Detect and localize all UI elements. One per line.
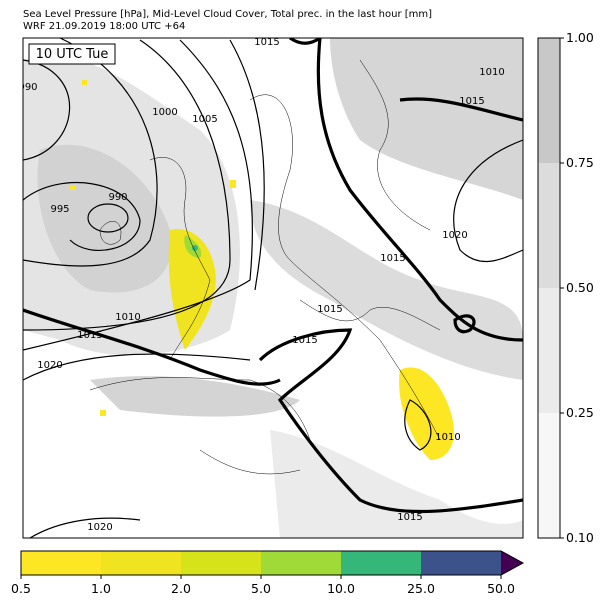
time-box xyxy=(28,43,116,65)
precip-level xyxy=(341,551,421,575)
contour-label: 1000 xyxy=(152,107,177,118)
contour-label: 1015 xyxy=(254,37,279,48)
contour-label: 1015 xyxy=(317,304,342,315)
contour-label: 1015 xyxy=(397,512,422,523)
contour-label: 1020 xyxy=(87,522,112,533)
contour-label: 1010 xyxy=(435,432,460,443)
contour-label: 990 xyxy=(18,82,37,93)
tick-label: 1.0 xyxy=(91,581,111,596)
contour-label: 1010 xyxy=(115,312,140,323)
contour-label: 1010 xyxy=(479,67,504,78)
colorbar-frame xyxy=(20,550,525,576)
precip-level xyxy=(421,551,501,575)
tick-label: 1.00 xyxy=(566,30,594,45)
tick-label: 0.10 xyxy=(566,530,594,545)
tick-label: 0.25 xyxy=(566,405,594,420)
contour-label: 1020 xyxy=(37,360,62,371)
contour-label: 1015 xyxy=(292,335,317,346)
map: 1015 1010 1015 990 1000 1005 990 995 1020 1015 101… xyxy=(18,37,523,538)
contour-label: 1015 xyxy=(380,253,405,264)
tick-label: 0.50 xyxy=(566,280,594,295)
cloud-level xyxy=(538,163,560,288)
contour-label: 995 xyxy=(50,204,69,215)
title-line: WRF 21.09.2019 18:00 UTC +64 xyxy=(23,21,185,32)
title-line: Sea Level Pressure [hPa], Mid-Level Clou… xyxy=(23,9,432,20)
tick-label: 5.0 xyxy=(251,581,271,596)
tick-label: 25.0 xyxy=(407,581,435,596)
contour-label: 990 xyxy=(108,192,127,203)
map-frame xyxy=(22,37,524,539)
precip-level xyxy=(101,551,181,575)
precip-level xyxy=(181,551,261,575)
tick-label: 50.0 xyxy=(487,581,515,596)
cloud-level xyxy=(538,413,560,538)
contour-label: 1015 xyxy=(77,330,102,341)
tick-label: 2.0 xyxy=(171,581,191,596)
cloud-level xyxy=(538,38,560,163)
contour-label: 1020 xyxy=(442,230,467,241)
tick-label: 0.75 xyxy=(566,155,594,170)
time-label: 10 UTC Tue xyxy=(36,47,109,62)
cloud-level xyxy=(538,288,560,413)
tick-label: 10.0 xyxy=(327,581,355,596)
contour-label: 1015 xyxy=(459,96,484,107)
tick-label: 0.5 xyxy=(11,581,31,596)
cloud-colorbar: 0.10 0.25 0.50 0.75 1.00 xyxy=(537,30,594,545)
extend-arrow xyxy=(501,551,523,575)
contour-label: 1005 xyxy=(192,114,217,125)
precip-level xyxy=(21,551,101,575)
precip-level xyxy=(261,551,341,575)
precip-colorbar: 0.5 1.0 2.0 5.0 10.0 25.0 50.0 xyxy=(11,550,525,596)
